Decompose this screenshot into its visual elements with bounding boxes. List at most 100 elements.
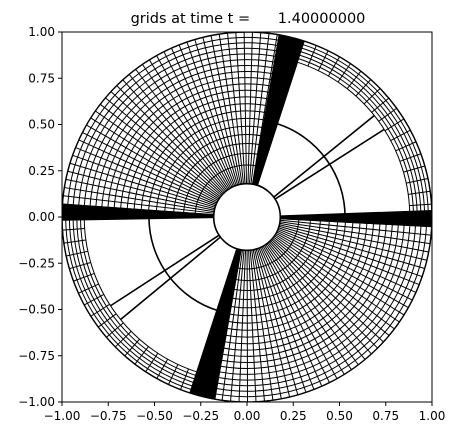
grid-spoke: [218, 34, 243, 185]
grid-ring: [95, 65, 279, 207]
band-ring: [304, 40, 432, 218]
grid-spoke: [261, 246, 330, 383]
plot-area: [62, 32, 432, 402]
grid-ring: [126, 96, 273, 209]
x-tick-label: 0.00: [234, 409, 261, 423]
grid-spoke: [69, 162, 216, 208]
band-spoke: [145, 352, 159, 373]
solid-wedge-top: [252, 34, 305, 186]
grid-ring: [67, 36, 285, 205]
grid-spoke: [279, 222, 429, 253]
band-spoke: [180, 368, 189, 390]
y-tick-label: −0.25: [18, 256, 55, 270]
grid-spoke: [271, 239, 384, 343]
grid-spoke: [279, 224, 427, 261]
band-ring: [297, 61, 411, 218]
grid-ring: [210, 225, 411, 381]
band-spoke: [78, 283, 99, 294]
band-spoke: [406, 178, 429, 184]
grid-ring: [230, 220, 321, 291]
cross-line: [110, 234, 220, 307]
grid-spoke: [260, 247, 323, 387]
y-tick-label: 0.00: [28, 210, 55, 224]
cross-line: [273, 114, 375, 198]
grid-spoke: [67, 170, 215, 210]
band-spoke: [156, 358, 169, 379]
grid-spoke: [279, 221, 431, 245]
grid-spoke: [275, 232, 409, 309]
y-tick-label: 0.50: [28, 118, 55, 132]
grid-spoke: [278, 225, 425, 269]
band-spoke: [90, 303, 110, 317]
grid-spoke: [148, 59, 230, 189]
solid-wedge-left: [62, 203, 215, 221]
grid-spoke: [105, 97, 222, 196]
band-spoke: [106, 322, 124, 338]
grid-ring: [113, 83, 275, 208]
solid-wedge-bottom: [189, 248, 242, 400]
grid-ring: [232, 220, 311, 282]
grid-spoke: [65, 178, 215, 211]
grid-spoke: [178, 44, 236, 187]
grid-spoke: [202, 37, 240, 185]
grid-ring: [215, 224, 387, 357]
grid-spoke: [277, 230, 417, 293]
grid-ring: [194, 164, 258, 214]
band-spoke: [409, 203, 432, 207]
grid-spoke: [274, 234, 405, 316]
grid-spoke: [170, 47, 234, 187]
grid-spoke: [82, 131, 218, 203]
grid-spoke: [248, 250, 257, 402]
grid-spoke: [64, 187, 215, 213]
x-tick-label: 0.25: [280, 409, 307, 423]
y-tick-label: −0.75: [18, 349, 55, 363]
x-tick-label: −1.00: [44, 409, 81, 423]
grid-spoke: [95, 110, 220, 199]
grid-spoke: [251, 34, 278, 185]
grid-ring: [214, 224, 393, 363]
x-tick-label: −0.25: [182, 409, 219, 423]
band-ring: [76, 216, 198, 381]
grid-ring: [120, 89, 274, 209]
grid-spoke: [235, 32, 246, 184]
grid-spoke: [248, 32, 262, 184]
band-spoke: [371, 97, 390, 113]
band-spoke: [399, 153, 422, 162]
band-spoke: [63, 239, 86, 244]
grid-ring: [211, 225, 405, 375]
band-spoke: [114, 330, 132, 348]
grid-ring: [148, 117, 268, 211]
grid-spoke: [135, 68, 228, 191]
grid-ring: [218, 223, 375, 345]
grid-spoke: [116, 85, 224, 194]
band-spoke: [363, 88, 381, 105]
grid-spoke: [72, 154, 216, 207]
grid-spoke: [255, 248, 299, 396]
grid-spoke: [267, 242, 366, 360]
grid-spoke: [262, 245, 338, 379]
grid-spoke: [258, 247, 315, 390]
band-spoke: [378, 107, 397, 122]
grid-spoke: [128, 74, 227, 192]
grid-spoke: [269, 241, 372, 355]
grid-ring: [107, 77, 277, 208]
grid-spoke: [194, 39, 239, 186]
grid-spoke: [254, 249, 291, 398]
band-spoke: [69, 262, 91, 270]
y-tick-label: 1.00: [28, 25, 55, 39]
x-tick-label: −0.75: [90, 409, 127, 423]
mid-arc: [277, 122, 346, 218]
grid-spoke: [280, 219, 432, 236]
band-spoke: [97, 313, 117, 328]
band-spoke: [84, 293, 105, 306]
grid-spoke: [186, 41, 237, 186]
grid-ring: [207, 226, 422, 392]
band-spoke: [73, 272, 95, 282]
cross-line: [274, 128, 385, 200]
grid-spoke: [277, 228, 420, 286]
band-spoke: [317, 50, 329, 71]
band-spoke: [327, 56, 340, 77]
grid-ring: [212, 224, 399, 369]
band-spoke: [346, 70, 362, 90]
